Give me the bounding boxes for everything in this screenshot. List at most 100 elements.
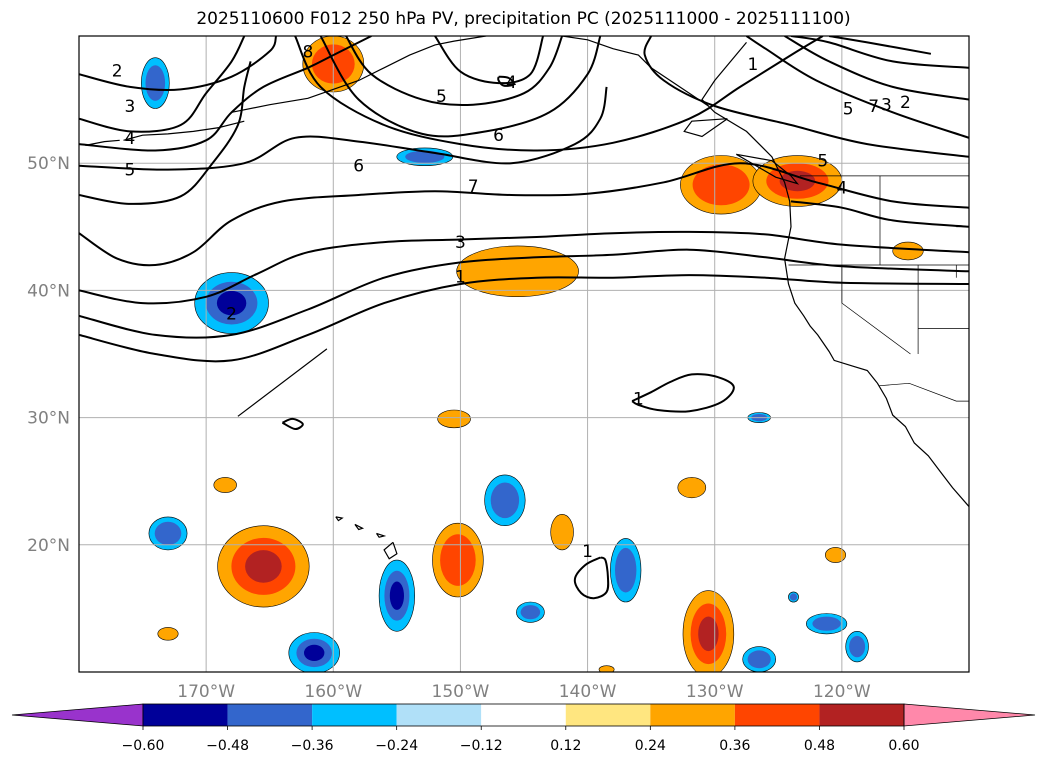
precip-patch [484, 474, 526, 526]
pv-contour-1 [573, 556, 610, 600]
pv-contour-4 [497, 75, 515, 87]
coastline [376, 532, 387, 538]
pv-contour-label: 5 [817, 152, 828, 172]
precip-level [440, 534, 476, 586]
colorbar-swatch [143, 704, 228, 726]
pv-contour-label: 5 [436, 87, 447, 107]
colorbar-swatch [481, 704, 566, 726]
colorbar-extend-low [11, 703, 144, 727]
precip-patch [148, 516, 188, 551]
colorbar-tick-label: 0.60 [888, 738, 919, 754]
pv-contour-1 [281, 417, 304, 430]
precip-patch [742, 646, 776, 672]
precip-patch [610, 538, 642, 603]
pv-contour-label: 6 [493, 126, 504, 146]
lat-tick-label: 30°N [27, 409, 70, 429]
pv-contour-2 [79, 248, 969, 339]
precip-level [520, 605, 541, 620]
colorbar-swatch [396, 704, 482, 726]
precip-level [216, 290, 247, 316]
pv-contour-label: 1 [455, 267, 466, 287]
colorbar-tick-label: −0.48 [206, 738, 249, 754]
precip-level [145, 65, 166, 101]
pv-contour-5 [345, 36, 564, 107]
precip-level [824, 547, 846, 563]
precip-level [747, 650, 771, 669]
y-axis-ticks: 20°N 30°N 40°N 50°N [27, 154, 70, 556]
precip-level [677, 477, 707, 499]
chart-title: 2025110600 F012 250 hPa PV, precipitatio… [196, 9, 851, 29]
pv-contour-label: 5 [124, 161, 135, 181]
precip-level [154, 521, 182, 546]
x-axis-ticks: 170°W 160°W 150°W 140°W 130°W 120°W [177, 682, 871, 702]
precip-patch [598, 665, 615, 672]
precip-level [812, 616, 841, 631]
precip-level [789, 593, 798, 601]
pv-contour-label: 4 [836, 178, 847, 198]
precip-level [389, 581, 404, 610]
gridlines [79, 36, 969, 672]
precip-level [157, 627, 179, 641]
state-boundary [878, 382, 969, 402]
colorbar-tick-label: −0.12 [460, 738, 503, 754]
lat-tick-label: 20°N [27, 536, 70, 556]
lat-tick-label: 40°N [27, 281, 70, 301]
colorbar-swatch [312, 704, 397, 726]
pv-contour-6 [434, 36, 545, 85]
coastline [354, 523, 365, 531]
colorbar-tick-label: 0.36 [719, 738, 750, 754]
lat-tick-label: 50°N [27, 154, 70, 174]
precip-level [849, 635, 866, 658]
coastline [237, 348, 328, 417]
precip-patch [682, 590, 735, 672]
pv-contour-label: 7 [468, 177, 479, 197]
precip-patch [378, 559, 416, 632]
pv-contour-3 [79, 230, 969, 305]
pv-contour-5 [784, 36, 969, 101]
precip-level [892, 241, 924, 261]
colorbar-tick-label: −0.60 [122, 738, 165, 754]
precip-level [437, 409, 471, 429]
precipitation-layer [141, 36, 924, 672]
lon-tick-label: 140°W [559, 682, 617, 702]
pv-contour-label: 3 [124, 97, 135, 117]
pv-contour-2 [828, 36, 932, 55]
map-background [79, 36, 969, 672]
precip-patch [788, 591, 799, 603]
colorbar-tick-label: 0.24 [635, 738, 666, 754]
pv-contour-4 [79, 162, 969, 267]
colorbar-swatch [734, 704, 820, 726]
coastline [335, 516, 344, 522]
precip-level [245, 550, 282, 583]
precip-patch [141, 57, 170, 109]
pv-contour-label: 4 [124, 129, 135, 149]
precip-patch [805, 613, 848, 635]
coastline [683, 118, 728, 138]
pv-contour-label: 5 [843, 100, 854, 120]
pv-contour-5 [79, 61, 252, 205]
coastline [735, 153, 800, 185]
pv-contour-3 [790, 36, 969, 69]
precip-patch [824, 547, 846, 563]
pv-contour-label: 1 [582, 542, 593, 562]
precip-patch [456, 245, 579, 297]
lon-tick-label: 120°W [813, 682, 871, 702]
precip-patch [845, 630, 869, 663]
precip-patch [432, 522, 484, 598]
precip-level [698, 616, 719, 652]
pv-contour-4 [79, 36, 278, 92]
precip-level [304, 644, 325, 662]
pv-contour-8 [79, 36, 246, 133]
pv-contour-label: 7 [868, 97, 879, 117]
colorbar-swatch [227, 704, 313, 726]
pv-contour-label: 2 [900, 93, 911, 113]
coastline [701, 42, 969, 507]
precip-patch [680, 155, 763, 215]
precip-level [692, 164, 750, 206]
colorbar-extend-high [903, 703, 1036, 727]
colorbar-swatch [819, 704, 904, 726]
state-boundary [841, 265, 911, 355]
pv-contour-label: 4 [506, 73, 517, 93]
